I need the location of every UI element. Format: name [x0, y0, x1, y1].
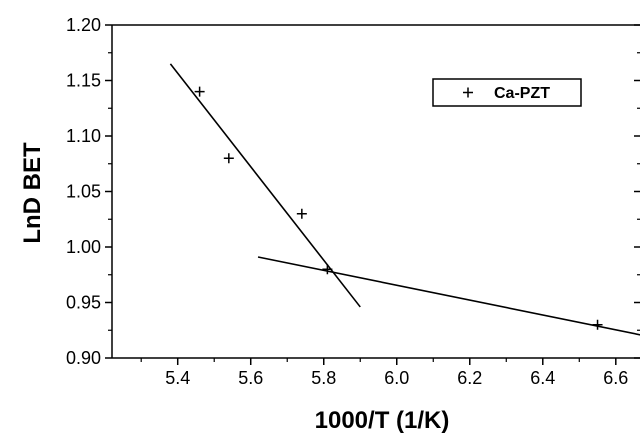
- legend-marker-plus: [463, 87, 473, 98]
- x-axis-ticks: 5.4 5.6 5.8 6.0 6.2 6.4 6.6: [140, 358, 628, 388]
- y-axis-ticks: 0.90 0.95 1.00 1.05 1.10 1.15 1.20: [66, 15, 640, 368]
- legend-box: [432, 78, 582, 107]
- y-tick-label: 0.90: [66, 348, 101, 368]
- x-tick-label: 5.8: [311, 368, 336, 388]
- y-tick-label: 1.15: [66, 71, 101, 91]
- data-point: [194, 86, 205, 97]
- data-points: [194, 86, 603, 330]
- y-tick-label: 1.00: [66, 237, 101, 257]
- legend: Ca-PZT: [432, 78, 582, 107]
- fit-lines: [169, 63, 640, 336]
- fit-line: [257, 256, 640, 336]
- y-axis-title: LnD BET: [19, 142, 46, 244]
- x-axis-title: 1000/T (1/K): [315, 407, 450, 434]
- y-tick-label: 1.20: [66, 15, 101, 35]
- fit-line: [169, 63, 361, 308]
- x-tick-label: 6.4: [530, 368, 555, 388]
- legend-label-ca-pzt: Ca-PZT: [494, 85, 550, 102]
- y-tick-label: 1.10: [66, 126, 101, 146]
- x-tick-label: 5.4: [165, 368, 190, 388]
- x-tick-label: 6.2: [457, 368, 482, 388]
- y-tick-label: 1.05: [66, 182, 101, 202]
- plot-frame: [111, 24, 640, 359]
- data-point: [296, 208, 307, 219]
- y-tick-label: 0.95: [66, 293, 101, 313]
- x-tick-label: 6.0: [384, 368, 409, 388]
- data-point: [592, 319, 603, 330]
- x-tick-label: 6.6: [603, 368, 628, 388]
- x-tick-label: 5.6: [238, 368, 263, 388]
- data-point: [322, 264, 333, 275]
- data-point: [223, 153, 234, 164]
